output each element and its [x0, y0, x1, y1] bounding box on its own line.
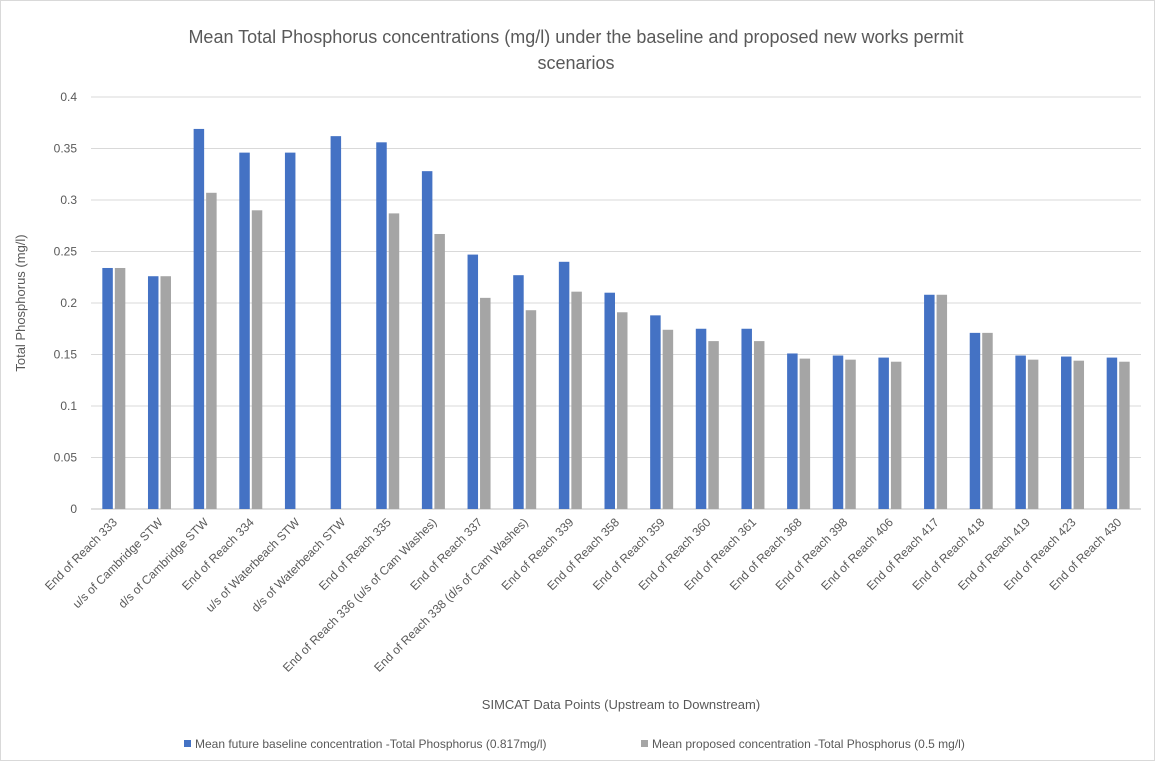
bar-proposed — [799, 358, 811, 509]
bar-baseline — [650, 315, 661, 509]
bar-proposed — [160, 276, 171, 509]
bar-baseline — [695, 328, 707, 509]
bar-baseline — [878, 357, 889, 509]
bar-baseline — [741, 328, 752, 509]
bar-proposed — [114, 267, 126, 509]
chart-title: Mean Total Phosphorus concentrations (mg… — [188, 27, 963, 73]
bar-baseline — [1106, 357, 1118, 509]
bar-baseline — [467, 254, 479, 509]
bar-proposed — [753, 341, 765, 509]
y-tick-label: 0.1 — [60, 399, 77, 413]
bar-proposed — [1119, 361, 1130, 509]
chart-title-line: scenarios — [537, 53, 614, 73]
y-tick-label: 0 — [70, 502, 77, 516]
bar-proposed — [617, 312, 628, 509]
y-axis-ticks: 0 0.05 0.1 0.15 0.2 0.25 0.3 0.35 0.4 — [54, 90, 78, 516]
y-tick-label: 0.25 — [54, 245, 78, 259]
gridlines — [91, 96, 1141, 510]
bar-baseline — [193, 128, 205, 509]
bar-proposed — [251, 210, 263, 510]
bar-baseline — [284, 152, 296, 509]
x-tick-label: u/s of Cambridge STW — [70, 515, 166, 611]
bar-proposed — [936, 294, 948, 509]
bar-proposed — [571, 291, 582, 509]
bar-proposed — [206, 192, 217, 510]
bar-proposed — [1027, 359, 1039, 509]
y-tick-label: 0.3 — [60, 193, 77, 207]
bar-baseline — [330, 136, 342, 509]
bar-proposed — [480, 297, 491, 509]
legend-label: Mean future baseline concentration -Tota… — [195, 737, 547, 751]
bar-baseline — [102, 267, 113, 509]
bar-baseline — [513, 275, 524, 509]
bar-baseline — [1015, 355, 1026, 509]
bar-proposed — [845, 359, 856, 509]
bar-proposed — [434, 233, 445, 510]
bar-baseline — [376, 142, 387, 509]
bars — [102, 128, 1130, 510]
bar-baseline — [239, 152, 250, 509]
legend-swatch — [184, 740, 191, 747]
y-tick-label: 0.35 — [54, 142, 78, 156]
bar-proposed — [982, 332, 993, 509]
bar-proposed — [1073, 360, 1085, 509]
bar-proposed — [525, 310, 537, 509]
x-axis-title: SIMCAT Data Points (Upstream to Downstre… — [482, 697, 760, 712]
bar-proposed — [890, 361, 902, 509]
y-tick-label: 0.15 — [54, 348, 78, 362]
legend-swatch — [641, 740, 648, 747]
bar-baseline — [969, 332, 981, 509]
bar-baseline — [421, 171, 433, 509]
bar-proposed — [388, 213, 400, 509]
chart-title-line: Mean Total Phosphorus concentrations (mg… — [188, 27, 963, 47]
y-tick-label: 0.05 — [54, 451, 78, 465]
y-axis-title: Total Phosphorus (mg/l) — [13, 234, 28, 371]
bar-baseline — [604, 292, 615, 509]
y-tick-label: 0.4 — [60, 90, 77, 104]
bar-baseline — [832, 355, 844, 509]
legend: Mean future baseline concentration -Tota… — [184, 737, 965, 751]
bar-baseline — [558, 261, 570, 509]
legend-label: Mean proposed concentration -Total Phosp… — [652, 737, 965, 751]
bar-baseline — [1061, 356, 1072, 509]
bar-proposed — [662, 329, 674, 509]
bar-proposed — [708, 341, 719, 509]
bar-baseline — [787, 353, 798, 509]
bar-baseline — [924, 294, 935, 509]
bar-baseline — [147, 276, 159, 509]
x-tick-label: d/s of Cambridge STW — [116, 515, 212, 611]
y-tick-label: 0.2 — [60, 296, 77, 310]
